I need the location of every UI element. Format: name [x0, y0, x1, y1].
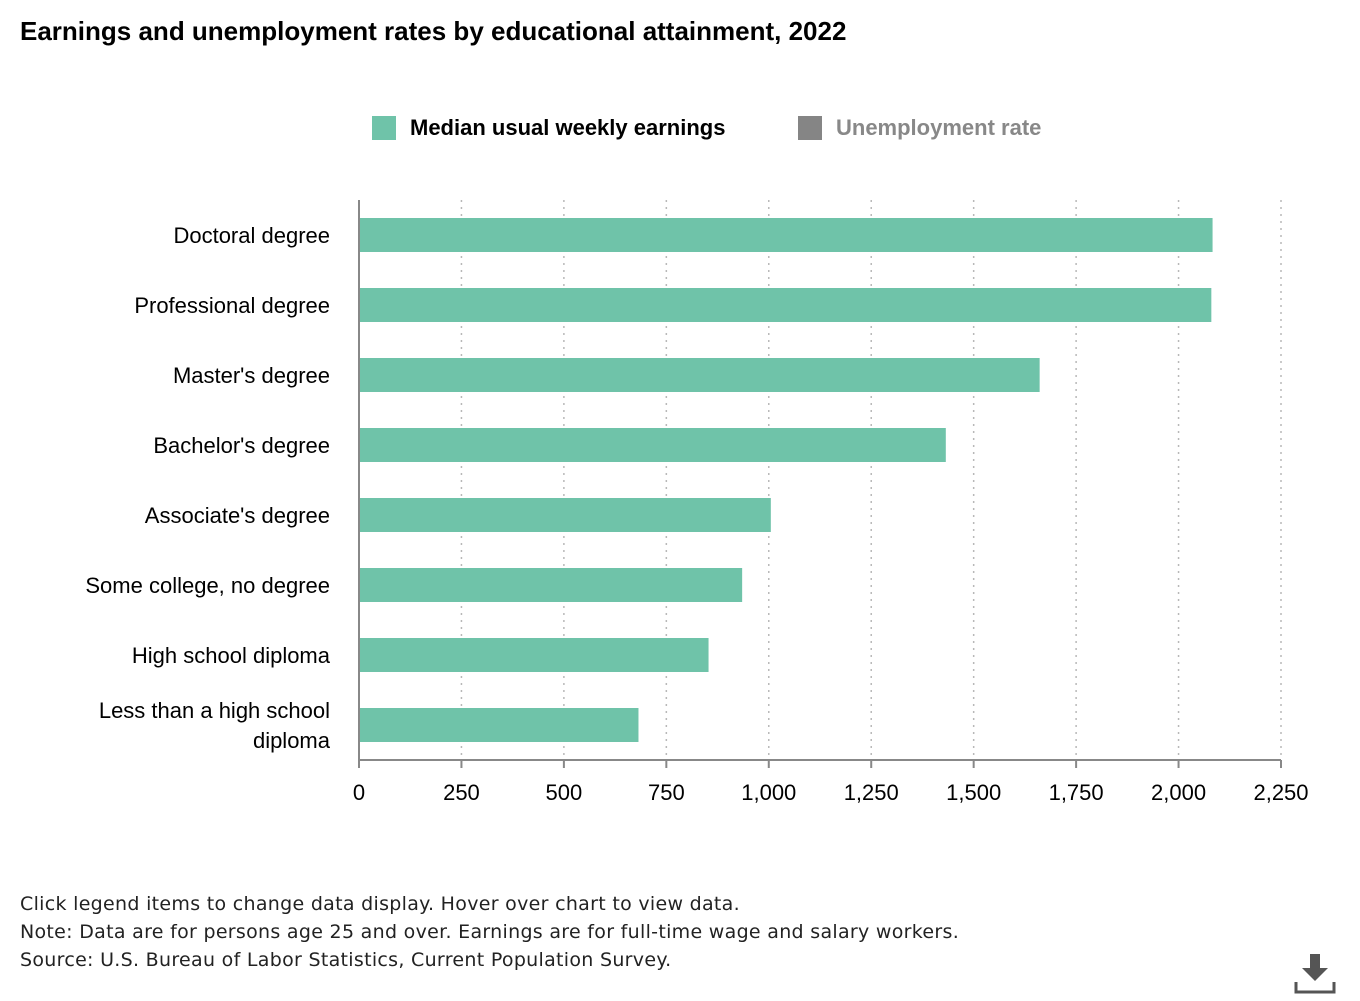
chart-title: Earnings and unemployment rates by educa… — [20, 16, 847, 46]
bar[interactable] — [359, 638, 709, 672]
bar-chart[interactable]: Doctoral degree Professional degree Master… — [0, 0, 1360, 860]
legend: Median usual weekly earnings Unemploymen… — [0, 110, 1360, 150]
legend-item-unemployment-rate[interactable]: Unemployment rate — [798, 110, 1041, 146]
legend-label: Median usual weekly earnings — [410, 115, 726, 140]
footer-note: Note: Data are for persons age 25 and ov… — [20, 921, 960, 943]
legend-swatch-unemployment — [798, 116, 822, 140]
category-label: Professional degree — [134, 293, 330, 318]
legend-label: Unemployment rate — [836, 115, 1042, 140]
legend-swatch-earnings — [372, 116, 396, 140]
bar[interactable] — [359, 218, 1213, 252]
x-tick-label: 250 — [443, 780, 480, 805]
x-tick-label: 1,000 — [741, 780, 796, 805]
x-tick-label: 500 — [546, 780, 583, 805]
category-label: Bachelor's degree — [153, 433, 330, 458]
category-label: Less than a high school diploma — [99, 698, 331, 753]
footer-source: Source: U.S. Bureau of Labor Statistics,… — [20, 949, 672, 971]
bar[interactable] — [359, 708, 639, 742]
category-label: Doctoral degree — [173, 223, 330, 248]
x-tick-label: 0 — [353, 780, 365, 805]
legend-item-median-weekly-earnings[interactable]: Median usual weekly earnings — [372, 110, 725, 146]
download-icon — [1294, 954, 1336, 994]
category-label: Some college, no degree — [85, 573, 330, 598]
bar[interactable] — [359, 498, 771, 532]
chart-footer: Click legend items to change data displa… — [20, 890, 959, 974]
x-tick-label: 1,500 — [946, 780, 1001, 805]
x-tick-label: 2,250 — [1253, 780, 1308, 805]
download-button[interactable] — [1292, 950, 1338, 996]
x-tick-label: 1,750 — [1049, 780, 1104, 805]
category-label: Associate's degree — [145, 503, 330, 528]
category-label: High school diploma — [132, 643, 331, 668]
footer-instructions: Click legend items to change data displa… — [20, 893, 740, 915]
bar[interactable] — [359, 358, 1040, 392]
x-tick-label: 2,000 — [1151, 780, 1206, 805]
bar[interactable] — [359, 288, 1212, 322]
bar[interactable] — [359, 568, 743, 602]
bar[interactable] — [359, 428, 946, 462]
x-tick-label: 1,250 — [844, 780, 899, 805]
x-tick-label: 750 — [648, 780, 685, 805]
category-label: Master's degree — [173, 363, 330, 388]
